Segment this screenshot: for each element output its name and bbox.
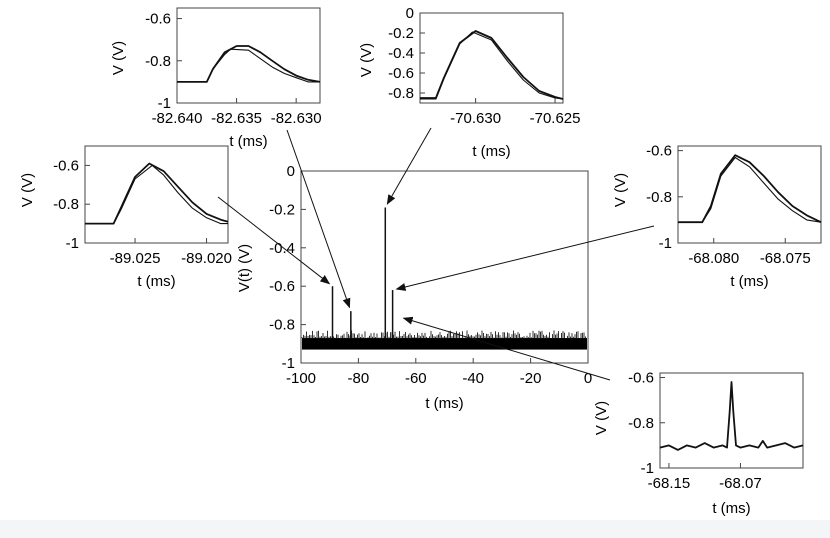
inset-top-center-frame [419, 12, 564, 104]
main-ytick-label: 0 [287, 163, 295, 180]
inset-left-frame [84, 145, 229, 244]
connector-arrows [217, 127, 655, 381]
inset-right-xlabel: t (ms) [730, 273, 768, 290]
inset-left-ytick-label: -0.8 [53, 196, 79, 213]
main-noise-band [302, 338, 587, 350]
inset-bottom-right-xtick-label: -68.07 [719, 475, 762, 492]
inset-left-xlabel: t (ms) [137, 273, 175, 290]
main-xtick-label: -80 [348, 370, 370, 387]
inset-top-center-xtick-label: -70.625 [530, 110, 581, 127]
inset-left-ytick-label: -0.6 [53, 157, 79, 174]
inset-bottom-right-xtick-label: -68.15 [648, 475, 691, 492]
inset-top-center-xlabel: t (ms) [472, 143, 510, 160]
arrow-bottom-right [402, 316, 611, 381]
inset-left-ylabel: V (V) [19, 173, 36, 207]
arrow-top-left [286, 129, 351, 309]
main-xtick-label: -20 [520, 370, 542, 387]
inset-top-left-ytick-label: -0.8 [145, 53, 171, 70]
inset-bottom-right-frame [659, 372, 804, 469]
inset-top-center-series-1 [420, 31, 564, 100]
inset-right-frame [677, 145, 822, 244]
inset-top-left-ytick-label: -1 [158, 95, 171, 112]
inset-top-left-series-1 [177, 48, 320, 83]
inset-right-ytick-label: -0.6 [646, 143, 672, 160]
inset-top-center-ytick-label: -0.6 [388, 65, 414, 82]
inset-bottom-right-ylabel: V (V) [593, 401, 610, 435]
inset-bottom-right-ytick-label: -0.6 [628, 370, 654, 387]
inset-left-xtick-label: -89.025 [110, 250, 161, 267]
inset-right-xtick-label: -68.075 [760, 250, 811, 267]
main-ytick-label: -0.6 [269, 278, 295, 295]
inset-top-center-ytick-label: -0.8 [388, 85, 414, 102]
inset-bottom-right-series-0 [659, 381, 804, 451]
inset-left-ytick-label: -1 [66, 235, 79, 252]
arrow-right [395, 225, 655, 291]
main-xtick-label: -100 [286, 370, 316, 387]
inset-top-left-xtick-label: -82.635 [211, 110, 262, 127]
inset-top-center-ytick-label: -0.4 [388, 45, 414, 62]
inset-bottom-right-ytick-label: -0.8 [628, 415, 654, 432]
inset-top-center-series-0 [420, 30, 564, 100]
main-ytick-label: -0.8 [269, 317, 295, 334]
main-xtick-label: 0 [584, 370, 592, 387]
inset-left-panel: -1 -0.8 -0.6 -89.025 -89.020 t (ms) V (V) [19, 145, 232, 290]
inset-right-series-1 [678, 156, 822, 223]
main-panel: -1 -0.8 -0.6 -0.4 -0.2 0 -100 -80 -60 -40 -20 0 t (m… [236, 163, 592, 412]
bottom-band [0, 520, 830, 538]
inset-top-left-series-0 [177, 45, 321, 83]
inset-bottom-right-xlabel: t (ms) [712, 500, 750, 517]
arrow-top-center [386, 127, 432, 205]
inset-top-center-ytick-label: 0 [406, 5, 414, 22]
inset-right-ytick-label: -0.8 [646, 189, 672, 206]
inset-bottom-right-ytick-label: -1 [641, 460, 654, 477]
main-xlabel: t (ms) [425, 395, 463, 412]
inset-top-center-panel: -0.8 -0.6 -0.4 -0.2 0 -70.630 -70.625 t (ms) V (… [358, 5, 580, 160]
inset-top-center-ylabel: V (V) [358, 43, 375, 77]
arrow-left [217, 196, 331, 285]
inset-top-left-xlabel: t (ms) [229, 133, 267, 150]
main-xtick-label: -40 [462, 370, 484, 387]
main-frame [300, 170, 589, 364]
main-ylabel: V(t) (V) [236, 244, 253, 292]
inset-left-xtick-label: -89.020 [181, 250, 232, 267]
inset-top-left-ylabel: V (V) [110, 41, 127, 75]
inset-left-series-1 [85, 164, 228, 225]
main-ytick-label: -1 [282, 355, 295, 372]
inset-right-series-0 [678, 154, 822, 224]
main-ytick-label: -0.4 [269, 240, 295, 257]
inset-top-left-ytick-label: -0.6 [145, 11, 171, 28]
inset-top-left-frame [176, 7, 321, 104]
inset-top-left-xtick-label: -82.630 [271, 110, 322, 127]
inset-top-left-xtick-label: -82.640 [152, 110, 203, 127]
main-xtick-label: -60 [405, 370, 427, 387]
inset-bottom-right-panel: -1 -0.8 -0.6 -68.15 -68.07 t (ms) V (V) [593, 370, 804, 517]
inset-left-series-0 [85, 162, 229, 225]
inset-top-center-xtick-label: -70.630 [450, 110, 501, 127]
inset-top-center-ytick-label: -0.2 [388, 25, 414, 42]
main-noise-trace [301, 330, 586, 338]
inset-right-ytick-label: -1 [659, 235, 672, 252]
inset-right-panel: -1 -0.8 -0.6 -68.080 -68.075 t (ms) V (V) [612, 143, 822, 290]
inset-right-xtick-label: -68.080 [688, 250, 739, 267]
inset-right-ylabel: V (V) [612, 173, 629, 207]
main-ytick-label: -0.2 [269, 201, 295, 218]
